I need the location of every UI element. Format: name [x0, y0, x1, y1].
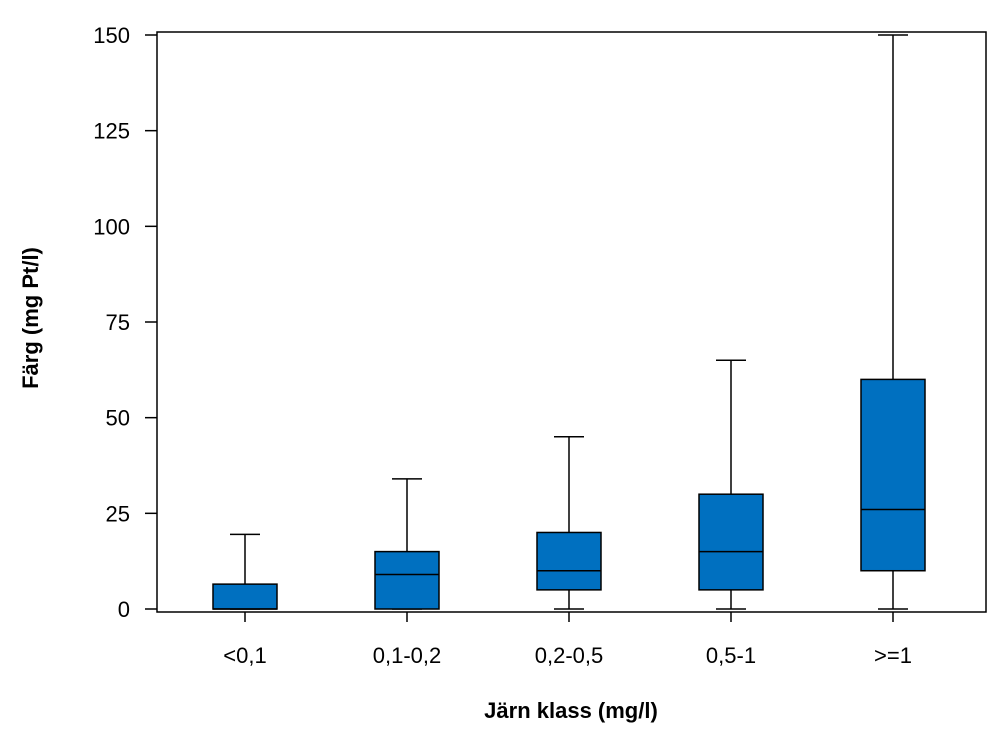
- boxes-group: [212, 34, 926, 610]
- iqr-box: [698, 493, 764, 591]
- y-tick-label: 125: [93, 119, 130, 144]
- y-tick-label: 75: [106, 310, 130, 335]
- box-group: [212, 533, 278, 610]
- y-axis: 0 25 50 75 100 125 150: [93, 23, 157, 622]
- y-tick-label: 100: [93, 214, 130, 239]
- y-tick-label: 150: [93, 23, 130, 48]
- box-group: [860, 34, 926, 610]
- x-tick-label: >=1: [874, 643, 912, 668]
- x-axis-title: Järn klass (mg/l): [484, 698, 658, 723]
- x-axis: <0,1 0,1-0,2 0,2-0,5 0,5-1 >=1: [223, 612, 912, 668]
- box-group: [698, 359, 764, 610]
- box-group: [536, 436, 602, 610]
- x-tick-label: 0,5-1: [706, 643, 756, 668]
- y-tick-label: 25: [106, 501, 130, 526]
- y-tick-label: 50: [106, 406, 130, 431]
- y-tick-label: 0: [118, 597, 130, 622]
- iqr-box: [374, 550, 440, 610]
- y-axis-title: Färg (mg Pt/l): [18, 247, 43, 389]
- iqr-box: [536, 531, 602, 591]
- iqr-box: [212, 583, 278, 610]
- x-tick-label: <0,1: [223, 643, 266, 668]
- x-tick-label: 0,1-0,2: [373, 643, 442, 668]
- box-group: [374, 478, 440, 610]
- iqr-box: [860, 378, 926, 572]
- x-tick-label: 0,2-0,5: [535, 643, 604, 668]
